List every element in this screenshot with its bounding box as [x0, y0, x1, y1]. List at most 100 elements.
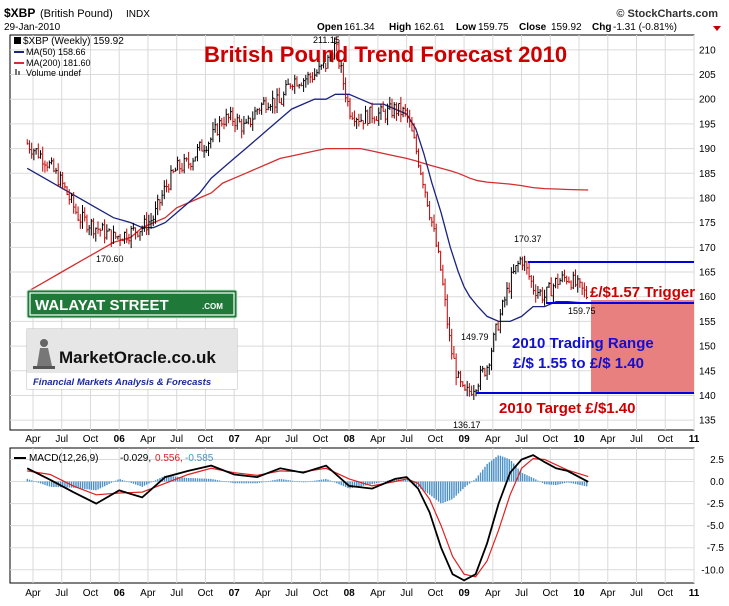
price-x-tick-label: Oct — [543, 434, 559, 445]
macd-histogram-bar — [409, 481, 411, 483]
macd-histogram-bar — [296, 481, 298, 483]
macd-histogram-bar — [570, 481, 572, 484]
macd-grid — [10, 448, 695, 583]
macd-histogram-bar — [501, 456, 504, 482]
macd-histogram-bar — [371, 481, 373, 485]
macd-histogram-bar — [190, 478, 192, 482]
marketoracle-logo-band — [27, 329, 237, 373]
macd-histogram-bar — [75, 481, 77, 489]
macd-histogram-bar — [90, 481, 93, 490]
macd-histogram-bar — [585, 481, 588, 487]
macd-histogram-bar — [33, 481, 35, 482]
legend-volume: Volume undef — [26, 68, 82, 78]
macd-histogram-bar — [316, 480, 318, 482]
macd-histogram-bar — [351, 481, 354, 488]
macd-histogram-bar — [298, 481, 300, 483]
trading-range-box — [591, 300, 694, 393]
price-x-tick-label: 08 — [344, 434, 356, 445]
macd-histogram-bar — [490, 460, 493, 482]
macd-histogram-bar — [146, 481, 148, 485]
macd-histogram-bar — [504, 457, 506, 482]
macd-x-tick-label: Oct — [543, 588, 559, 599]
macd-y-tick-label: -5.0 — [707, 521, 725, 532]
macd-histogram-bar — [267, 481, 270, 482]
ohlc-high-label: High — [389, 22, 411, 33]
macd-histogram-bar — [223, 481, 225, 482]
macd-histogram-bar — [535, 479, 537, 482]
macd-histogram-bar — [108, 481, 110, 484]
macd-histogram-bar — [31, 480, 33, 482]
price-y-tick-label: 210 — [699, 45, 716, 56]
macd-histogram-bar — [88, 481, 90, 490]
macd-histogram-bar — [152, 481, 155, 482]
macd-histogram-bar — [225, 481, 228, 483]
peak-label: 211.15 — [313, 35, 340, 45]
macd-histogram-bar — [254, 481, 256, 484]
macd-histogram-bar — [563, 481, 566, 484]
macd-histogram-bar — [112, 481, 115, 483]
macd-histogram-bar — [413, 481, 415, 485]
ohlc-close: 159.92 — [551, 22, 582, 33]
range-annotation-line2: £/$ 1.55 to £/$ 1.40 — [513, 355, 644, 372]
macd-histogram-bar — [559, 481, 561, 485]
macd-histogram-bar — [382, 481, 384, 483]
macd-histogram-bar — [50, 481, 53, 487]
macd-y-axis: -10.0 -7.5 -5.0 -2.5 0.0 2.5 — [701, 455, 724, 576]
range-annotation-line1: 2010 Trading Range — [512, 335, 654, 352]
macd-histogram-bar — [154, 480, 157, 482]
price-panel: 135 140 145 150 155 160 165 170 175 180 185 190 195 2… — [9, 34, 716, 445]
macd-x-tick-label: 10 — [573, 588, 585, 599]
macd-histogram-bar — [358, 481, 360, 487]
macd-histogram-bar — [539, 481, 541, 483]
macd-histogram-bar — [48, 481, 51, 487]
macd-histogram-bar — [37, 481, 40, 483]
macd-histogram-bar — [139, 481, 141, 487]
macd-histogram-bar — [207, 478, 210, 482]
macd-histogram-bar — [497, 455, 499, 482]
macd-histogram-bar — [333, 481, 336, 483]
macd-x-tick-label: 11 — [689, 588, 700, 599]
symbol-name: (British Pound) — [40, 8, 113, 20]
macd-histogram-bar — [495, 457, 497, 482]
macd-x-tick-label: Oct — [657, 588, 673, 599]
date: 29-Jan-2010 — [4, 22, 61, 33]
price-x-tick-label: Jul — [55, 434, 68, 445]
macd-histogram-bar — [555, 481, 557, 486]
macd-x-tick-label: Jul — [630, 588, 643, 599]
macd-histogram-bar — [205, 478, 208, 482]
ohlc-close-label: Close — [519, 22, 547, 33]
macd-histogram-bar — [384, 481, 387, 482]
macd-histogram-bar — [64, 481, 66, 488]
macd-histogram-bar — [243, 481, 245, 484]
macd-x-tick-label: Jul — [55, 588, 68, 599]
macd-histogram-bar — [572, 481, 575, 484]
macd-histogram-bar — [466, 481, 468, 486]
walayat-logo-border — [29, 292, 235, 316]
macd-histogram-bar — [285, 479, 287, 482]
trigger-annotation: £/$1.57 Trigger — [590, 284, 695, 301]
macd-histogram-bar — [148, 481, 150, 484]
macd-histogram-bar — [314, 480, 316, 482]
macd-histogram-bar — [258, 481, 261, 483]
macd-histogram-bar — [263, 481, 265, 483]
low-2006-label: 170.60 — [96, 254, 124, 264]
price-x-tick-label: Apr — [370, 434, 386, 445]
macd-histogram-bar — [172, 476, 174, 482]
macd-histogram-bar — [73, 481, 75, 488]
macd-histogram-bar — [568, 481, 570, 483]
macd-histogram-bar — [367, 481, 369, 486]
macd-histogram-bar — [318, 479, 320, 482]
macd-histogram-bar — [132, 481, 135, 484]
walayat-logo-com: .COM — [202, 302, 223, 311]
macd-histogram-bar — [234, 481, 236, 484]
macd-histogram-bar — [260, 481, 263, 483]
walayat-street-logo: WALAYAT STREET .COM — [26, 289, 238, 319]
macd-histogram-bar — [241, 481, 243, 484]
price-x-tick-label: Oct — [83, 434, 99, 445]
macd-histogram-bar — [272, 480, 274, 482]
macd-x-tick-label: Apr — [255, 588, 271, 599]
macd-x-axis: Apr Jul Oct 06 Apr Jul Oct 07 Apr Jul Oct 08 Apr Jul O… — [25, 588, 700, 599]
macd-histogram-bar — [81, 481, 84, 489]
macd-histogram-bar — [137, 481, 139, 486]
